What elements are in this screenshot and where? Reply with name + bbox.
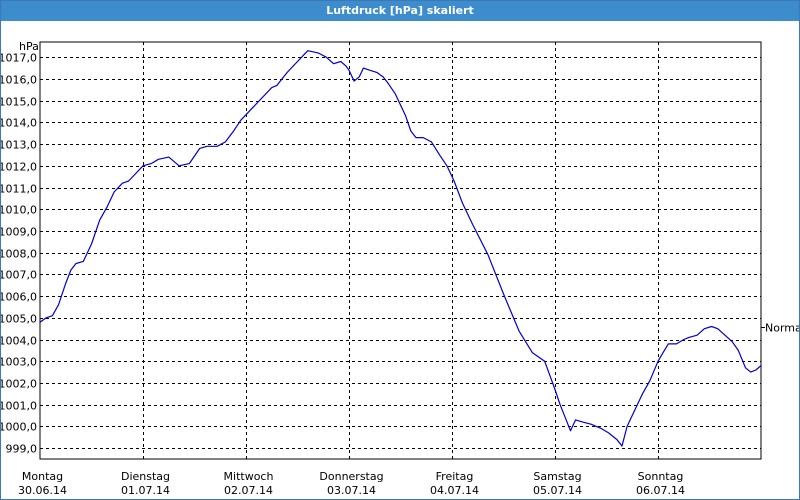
pressure-series-line: [39, 50, 762, 447]
y-tick-label: 1001,0: [1, 400, 37, 413]
y-tick-label: 1006,0: [1, 291, 37, 304]
plot-frame: [39, 41, 762, 460]
plot-area: Normal: [39, 50, 799, 447]
y-tick-label: 1004,0: [1, 335, 37, 348]
y-tick-label: 1002,0: [1, 378, 37, 391]
x-tick-date: 05.07.14: [533, 484, 582, 497]
y-tick-label: 1007,0: [1, 269, 37, 282]
y-tick-label: 1000,0: [1, 421, 37, 434]
y-tick-label: 999,0: [6, 443, 38, 456]
y-tick-label: 1016,0: [1, 74, 37, 87]
x-tick-day: Dienstag: [121, 470, 170, 483]
y-tick-label: 1013,0: [1, 139, 37, 152]
x-tick-date: 02.07.14: [224, 484, 273, 497]
x-tick-date: 04.07.14: [430, 484, 479, 497]
y-axis-ticks: 999,0 1000,0 1001,0 1002,0 1003,0 1004,0 1005,…: [1, 52, 37, 456]
pressure-chart: 999,0 1000,0 1001,0 1002,0 1003,0 1004,0 1005,…: [1, 40, 799, 497]
x-tick-day: Freitag: [436, 470, 474, 483]
x-tick-date: 01.07.14: [121, 484, 170, 497]
y-axis-label: hPa: [19, 40, 39, 53]
normal-label: Normal: [765, 322, 799, 335]
x-tick-date: 06.07.14: [636, 484, 685, 497]
x-tick-day: Montag: [22, 470, 63, 483]
y-tick-label: 1017,0: [1, 52, 37, 65]
y-tick-label: 1008,0: [1, 248, 37, 261]
y-tick-label: 1009,0: [1, 226, 37, 239]
y-tick-label: 1012,0: [1, 161, 37, 174]
x-tick-date: 03.07.14: [327, 484, 376, 497]
x-tick-day: Mittwoch: [224, 470, 274, 483]
x-tick-day: Donnerstag: [319, 470, 383, 483]
x-tick-day: Samstag: [533, 470, 581, 483]
y-tick-label: 1005,0: [1, 313, 37, 326]
y-tick-label: 1003,0: [1, 356, 37, 369]
y-tick-label: 1014,0: [1, 117, 37, 130]
grid-lines: [39, 41, 762, 460]
window-title: Luftdruck [hPa] skaliert: [1, 1, 799, 21]
x-tick-day: Sonntag: [638, 470, 684, 483]
y-tick-label: 1010,0: [1, 204, 37, 217]
x-tick-date: 30.06.14: [18, 484, 67, 497]
y-tick-label: 1015,0: [1, 96, 37, 109]
y-tick-label: 1011,0: [1, 183, 37, 196]
